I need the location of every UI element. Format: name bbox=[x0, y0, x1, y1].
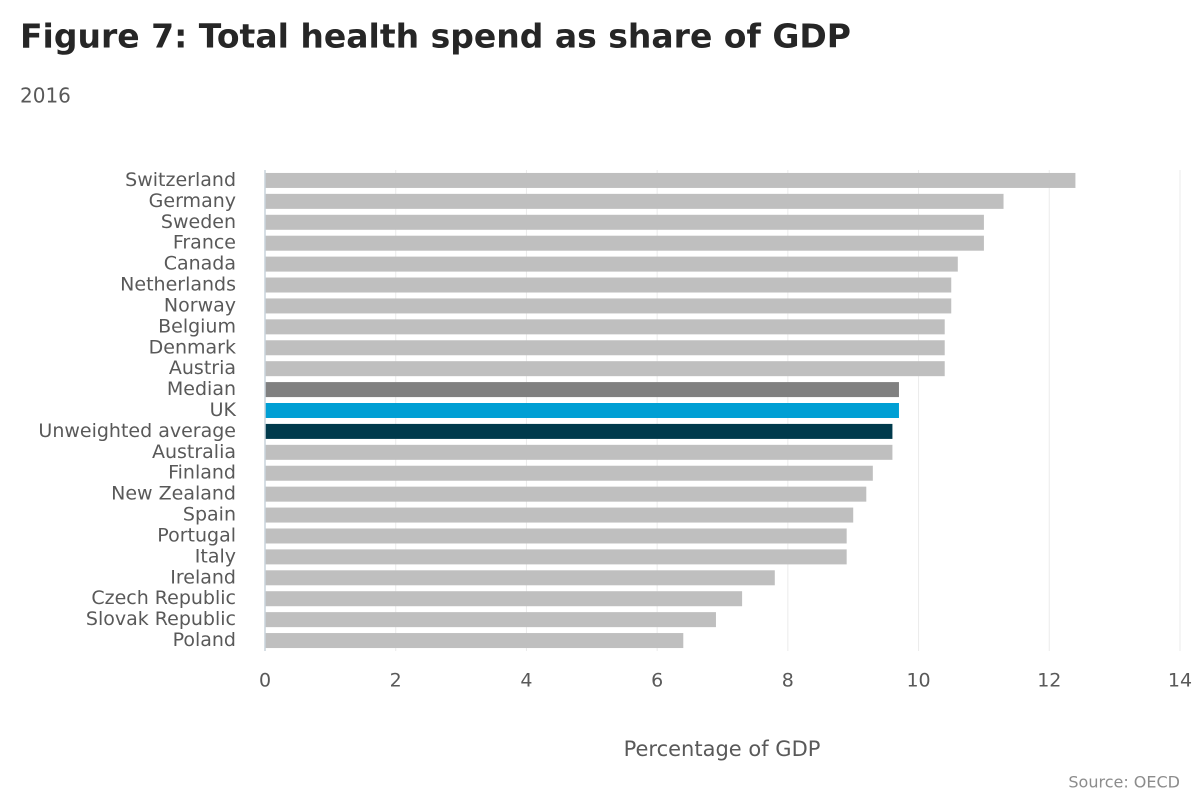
bar bbox=[265, 214, 984, 230]
bar bbox=[265, 444, 893, 460]
bar bbox=[265, 591, 743, 607]
y-tick-label: Canada bbox=[164, 253, 236, 275]
y-tick-label: Belgium bbox=[158, 315, 236, 337]
y-tick-label: Median bbox=[167, 378, 236, 400]
bar bbox=[265, 361, 945, 377]
y-tick-label: Austria bbox=[169, 357, 236, 379]
y-tick-label: Italy bbox=[195, 545, 236, 567]
y-tick-label: Slovak Republic bbox=[86, 608, 236, 630]
y-tick-label: France bbox=[173, 232, 236, 254]
x-tick-label: 0 bbox=[259, 670, 271, 692]
bar bbox=[265, 172, 1076, 188]
bar bbox=[265, 340, 945, 356]
y-tick-label: Denmark bbox=[149, 336, 236, 358]
y-tick-label: Netherlands bbox=[120, 274, 236, 296]
y-tick-label: UK bbox=[210, 399, 237, 421]
y-tick-label: Australia bbox=[152, 441, 236, 463]
bar bbox=[265, 633, 684, 649]
x-tick-label: 12 bbox=[1037, 670, 1061, 692]
bar bbox=[265, 528, 847, 544]
y-tick-label: Unweighted average bbox=[38, 420, 236, 442]
x-axis-label: Percentage of GDP bbox=[624, 737, 821, 761]
bar bbox=[265, 549, 847, 565]
bar bbox=[265, 277, 952, 293]
x-tick-label: 14 bbox=[1168, 670, 1192, 692]
y-tick-label: Sweden bbox=[161, 211, 236, 233]
source-note: Source: OECD bbox=[1068, 773, 1180, 792]
x-tick-label: 8 bbox=[782, 670, 794, 692]
y-tick-label: New Zealand bbox=[111, 483, 236, 505]
x-tick-label: 4 bbox=[520, 670, 532, 692]
bar bbox=[265, 298, 952, 314]
x-tick-label: 2 bbox=[390, 670, 402, 692]
bar bbox=[265, 507, 854, 523]
bar bbox=[265, 403, 899, 418]
bar bbox=[265, 319, 945, 335]
bar bbox=[265, 193, 1004, 209]
bar bbox=[265, 382, 899, 398]
bar bbox=[265, 423, 893, 439]
y-tick-label: Portugal bbox=[157, 524, 236, 546]
bar bbox=[265, 235, 984, 251]
bar bbox=[265, 570, 775, 586]
y-tick-label: Finland bbox=[168, 462, 236, 484]
y-tick-label: Spain bbox=[183, 504, 236, 526]
bar bbox=[265, 612, 716, 628]
x-tick-label: 10 bbox=[906, 670, 930, 692]
y-tick-label: Germany bbox=[149, 190, 236, 212]
y-tick-label: Switzerland bbox=[125, 169, 236, 191]
y-tick-label: Poland bbox=[173, 629, 236, 651]
y-tick-label: Czech Republic bbox=[91, 587, 236, 609]
x-tick-label: 6 bbox=[651, 670, 663, 692]
y-tick-label: Ireland bbox=[170, 566, 236, 588]
bar bbox=[265, 256, 958, 272]
bar bbox=[265, 465, 873, 481]
y-tick-label: Norway bbox=[164, 294, 236, 316]
chart-subtitle: 2016 bbox=[20, 84, 71, 108]
chart-title: Figure 7: Total health spend as share of… bbox=[20, 17, 851, 56]
bar bbox=[265, 486, 867, 502]
